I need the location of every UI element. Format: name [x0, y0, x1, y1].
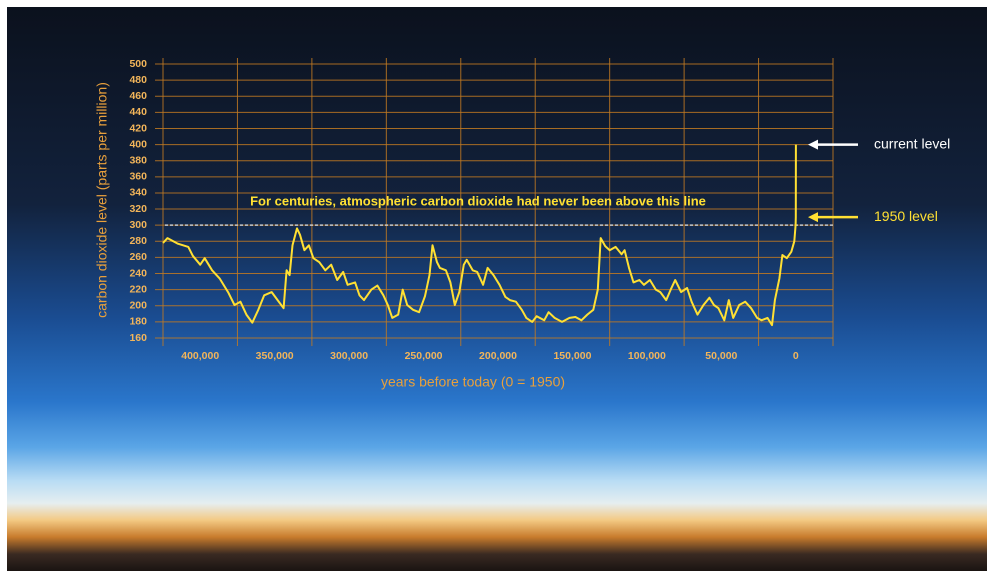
y-tick-label: 480	[129, 74, 147, 86]
y-tick-label: 240	[129, 267, 147, 279]
y-tick-label: 400	[129, 138, 147, 150]
x-tick-label: 150,000	[553, 350, 591, 362]
y-tick-label: 160	[129, 332, 147, 344]
chart: carbon dioxide level (parts per million)…	[0, 0, 994, 577]
y-tick-label: 200	[129, 300, 147, 312]
y-tick-label: 380	[129, 154, 147, 166]
y-tick-label: 360	[129, 171, 147, 183]
x-tick-label: 100,000	[628, 350, 666, 362]
y-tick-label: 460	[129, 90, 147, 102]
y-tick-label: 280	[129, 235, 147, 247]
y-tick-label: 180	[129, 316, 147, 328]
x-tick-label: 0	[793, 350, 799, 362]
y-tick-label: 260	[129, 251, 147, 263]
y-tick-label: 220	[129, 283, 147, 295]
x-axis-label: years before today (0 = 1950)	[381, 374, 565, 390]
y-tick-label: 420	[129, 122, 147, 134]
annotation: 1950 level	[874, 208, 938, 224]
x-tick-label: 50,000	[705, 350, 737, 362]
y-tick-label: 320	[129, 203, 147, 215]
y-tick-label: 440	[129, 106, 147, 118]
y-axis-label: carbon dioxide level (parts per million)	[94, 82, 110, 318]
y-tick-label: 340	[129, 187, 147, 199]
annotation: For centuries, atmospheric carbon dioxid…	[250, 194, 706, 209]
x-tick-label: 350,000	[256, 350, 294, 362]
y-tick-label: 500	[129, 58, 147, 70]
annotation: current level	[874, 135, 950, 151]
background	[7, 7, 987, 571]
x-tick-label: 400,000	[181, 350, 219, 362]
x-tick-label: 250,000	[405, 350, 443, 362]
y-tick-label: 300	[129, 219, 147, 231]
x-tick-label: 300,000	[330, 350, 368, 362]
x-tick-label: 200,000	[479, 350, 517, 362]
